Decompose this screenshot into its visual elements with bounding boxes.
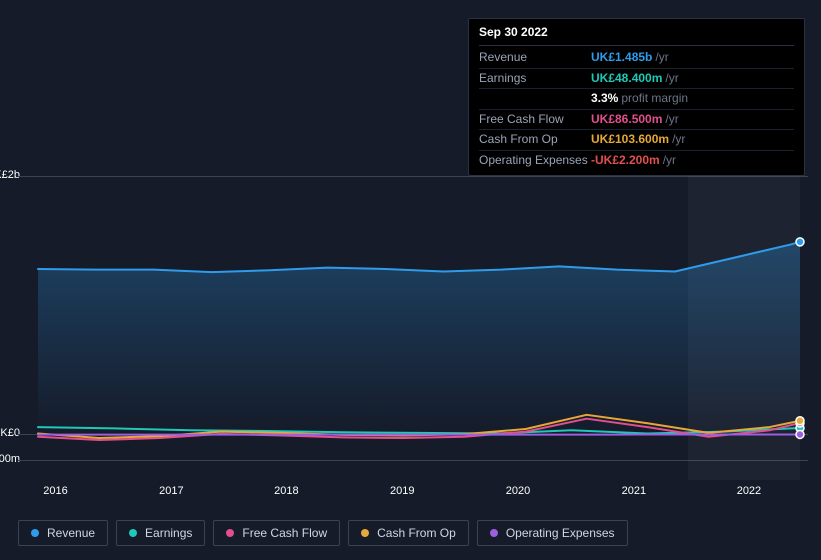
tooltip-row: Cash From OpUK£103.600m/yr bbox=[479, 130, 794, 151]
series-revenue bbox=[38, 242, 800, 272]
legend-swatch bbox=[490, 529, 498, 537]
tooltip-suffix: /yr bbox=[663, 153, 676, 169]
y-axis-label: UK£0 bbox=[0, 427, 20, 439]
legend-swatch bbox=[31, 529, 39, 537]
x-axis-label: 2018 bbox=[274, 485, 298, 497]
tooltip-suffix: /yr bbox=[665, 71, 678, 87]
tooltip-value: UK£1.485b bbox=[591, 50, 652, 66]
legend-swatch bbox=[226, 529, 234, 537]
legend-swatch bbox=[361, 529, 369, 537]
x-axis-label: 2019 bbox=[390, 485, 414, 497]
x-axis-label: 2021 bbox=[622, 485, 646, 497]
tooltip-row: Operating Expenses-UK£2.200m/yr bbox=[479, 151, 794, 171]
legend-item[interactable]: Free Cash Flow bbox=[213, 520, 340, 546]
tooltip-suffix: profit margin bbox=[621, 91, 688, 107]
tooltip-value: UK£86.500m bbox=[591, 112, 662, 128]
tooltip-suffix: /yr bbox=[655, 50, 668, 66]
legend-label: Free Cash Flow bbox=[242, 526, 327, 540]
series-marker-opex bbox=[796, 430, 804, 438]
tooltip-date: Sep 30 2022 bbox=[479, 25, 794, 46]
x-axis-label: 2020 bbox=[506, 485, 530, 497]
tooltip-label: Earnings bbox=[479, 71, 591, 87]
tooltip-row: Free Cash FlowUK£86.500m/yr bbox=[479, 110, 794, 131]
financials-chart[interactable]: UK£2bUK£0-UK£200m 2016201720182019202020… bbox=[18, 160, 808, 500]
tooltip-label: Cash From Op bbox=[479, 132, 591, 148]
x-axis-label: 2016 bbox=[43, 485, 67, 497]
legend-label: Cash From Op bbox=[377, 526, 456, 540]
legend-label: Revenue bbox=[47, 526, 95, 540]
tooltip-value: UK£48.400m bbox=[591, 71, 662, 87]
legend-item[interactable]: Earnings bbox=[116, 520, 205, 546]
y-axis-label: UK£2b bbox=[0, 169, 20, 181]
tooltip-value: -UK£2.200m bbox=[591, 153, 660, 169]
tooltip-value: UK£103.600m bbox=[591, 132, 669, 148]
series-marker-revenue bbox=[796, 238, 804, 246]
chart-tooltip: Sep 30 2022 RevenueUK£1.485b/yrEarningsU… bbox=[468, 18, 805, 176]
y-axis-label: -UK£200m bbox=[0, 453, 20, 465]
series-marker-cashop bbox=[796, 417, 804, 425]
legend-label: Earnings bbox=[145, 526, 192, 540]
legend-item[interactable]: Operating Expenses bbox=[477, 520, 628, 546]
tooltip-suffix: /yr bbox=[672, 132, 685, 148]
chart-plot bbox=[18, 160, 808, 480]
tooltip-row: EarningsUK£48.400m/yr bbox=[479, 69, 794, 90]
tooltip-label: Operating Expenses bbox=[479, 153, 591, 169]
legend-item[interactable]: Cash From Op bbox=[348, 520, 469, 546]
legend-label: Operating Expenses bbox=[506, 526, 615, 540]
x-axis-label: 2022 bbox=[737, 485, 761, 497]
legend-swatch bbox=[129, 529, 137, 537]
tooltip-label: Revenue bbox=[479, 50, 591, 66]
tooltip-row: RevenueUK£1.485b/yr bbox=[479, 48, 794, 69]
chart-legend: Revenue Earnings Free Cash Flow Cash From O… bbox=[18, 520, 628, 546]
tooltip-label: Free Cash Flow bbox=[479, 112, 591, 128]
tooltip-row: 3.3%profit margin bbox=[479, 89, 794, 110]
tooltip-suffix: /yr bbox=[665, 112, 678, 128]
x-axis-label: 2017 bbox=[159, 485, 183, 497]
tooltip-value: 3.3% bbox=[591, 91, 618, 107]
legend-item[interactable]: Revenue bbox=[18, 520, 108, 546]
